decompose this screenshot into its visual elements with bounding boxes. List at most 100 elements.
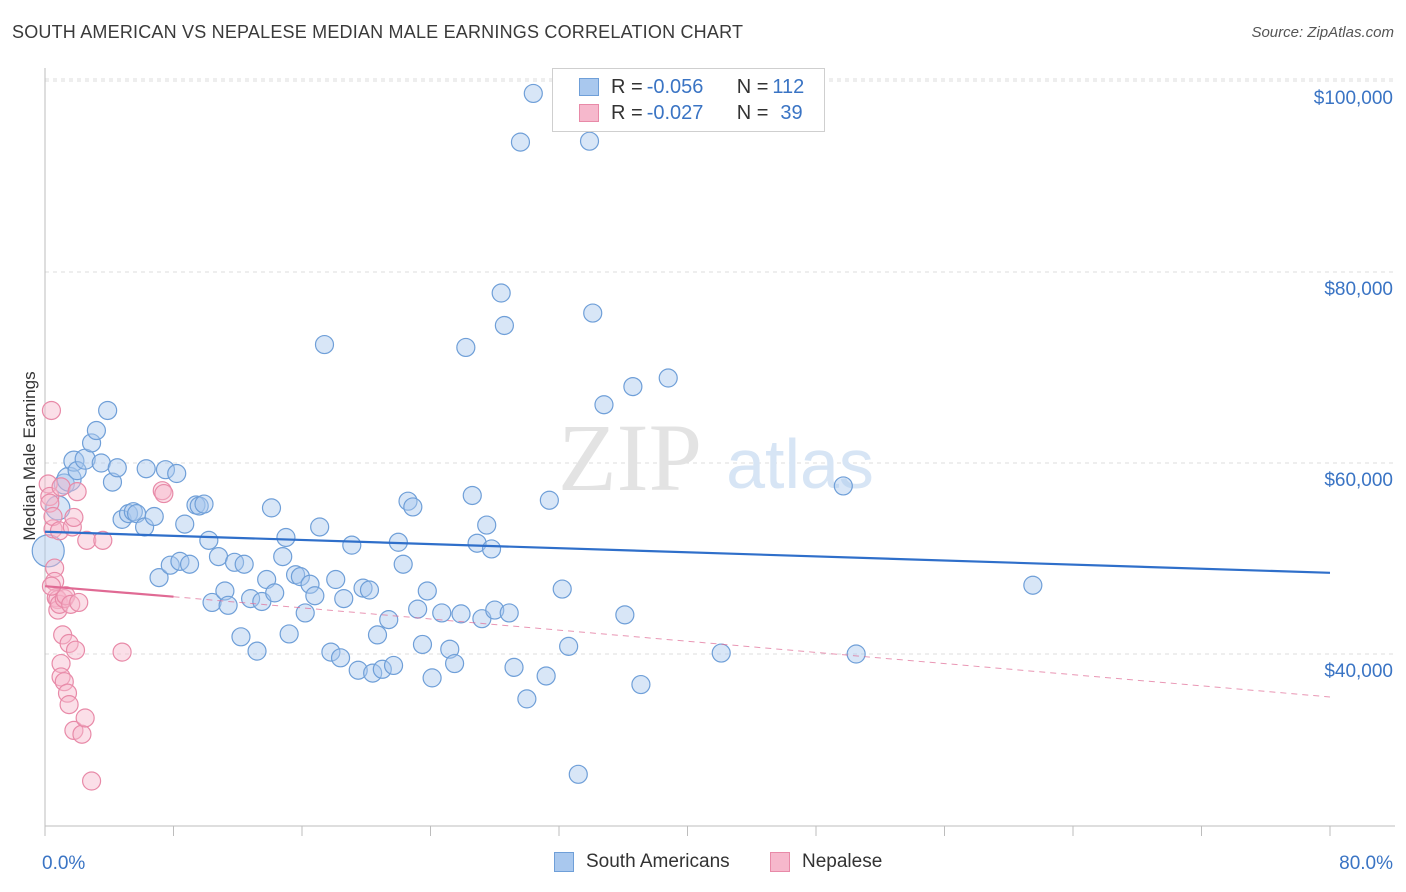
legend-swatch-nepalese xyxy=(579,104,599,122)
legend-swatch-south-americans xyxy=(579,78,599,96)
data-point xyxy=(67,482,87,502)
data-point xyxy=(359,580,380,600)
data-point xyxy=(69,592,89,613)
legend-row-south-americans: R = -0.056 N = 112 xyxy=(553,74,804,100)
y-tick-label: $60,000 xyxy=(1324,470,1393,491)
data-point xyxy=(523,83,543,104)
data-point xyxy=(559,636,579,656)
data-point xyxy=(265,583,285,603)
source-credit: Source: ZipAtlas.com xyxy=(1251,24,1394,41)
data-point xyxy=(247,641,267,661)
data-point xyxy=(218,595,238,615)
watermark-zip: ZIP xyxy=(558,404,702,511)
data-point xyxy=(432,603,452,623)
data-point xyxy=(305,586,325,606)
data-point xyxy=(160,555,180,575)
data-point xyxy=(440,639,460,659)
data-point xyxy=(467,533,487,553)
data-point xyxy=(261,498,282,518)
trend-line xyxy=(44,585,174,598)
chart-title: SOUTH AMERICAN VS NEPALESE MEDIAN MALE E… xyxy=(12,22,744,42)
data-point xyxy=(51,653,71,674)
data-point xyxy=(91,453,111,473)
data-point xyxy=(41,400,62,421)
data-point xyxy=(334,589,354,609)
data-point xyxy=(1023,575,1043,595)
data-point xyxy=(456,337,476,358)
data-point xyxy=(179,554,200,574)
legend-r-value: -0.027 xyxy=(646,101,704,124)
legend-n-label: N = xyxy=(736,75,769,98)
data-point xyxy=(65,640,86,660)
data-point xyxy=(64,507,84,528)
data-point xyxy=(393,554,413,574)
data-point xyxy=(485,600,505,620)
data-point xyxy=(77,530,97,550)
bottom-legend-nepalese[interactable]: Nepalese xyxy=(770,851,882,873)
data-point xyxy=(310,517,330,537)
data-point xyxy=(477,515,497,535)
data-point xyxy=(167,463,187,484)
y-tick-label: $100,000 xyxy=(1314,88,1393,109)
data-point xyxy=(326,569,346,590)
data-point xyxy=(75,708,95,728)
data-point xyxy=(408,599,428,619)
data-point xyxy=(98,400,118,421)
data-point xyxy=(417,581,437,601)
legend-r-label: R = xyxy=(611,75,643,98)
data-point xyxy=(363,663,383,683)
data-point xyxy=(833,476,853,496)
data-point xyxy=(383,655,404,676)
data-point xyxy=(552,579,572,599)
data-point xyxy=(86,420,107,441)
series-nepalese xyxy=(38,400,174,791)
x-tick-label: 0.0% xyxy=(42,853,85,874)
data-point xyxy=(93,530,113,550)
data-point xyxy=(711,643,731,663)
data-point xyxy=(107,458,127,478)
trend-layer xyxy=(44,530,1331,698)
data-point xyxy=(579,131,600,151)
data-point xyxy=(54,672,74,692)
data-point xyxy=(136,459,156,479)
legend-r-value: -0.056 xyxy=(646,75,704,98)
data-point xyxy=(499,603,519,623)
data-point xyxy=(241,589,261,609)
data-point xyxy=(175,514,195,534)
stats-legend: R = -0.056 N = 112 R = -0.027 N = 39 xyxy=(552,68,825,132)
data-point xyxy=(51,477,71,497)
data-point xyxy=(199,530,219,550)
tick-label-layer: $40,000 $60,000 $80,000 $100,000 0.0% 80.0% xyxy=(42,88,1393,874)
data-point xyxy=(367,625,388,645)
data-point xyxy=(61,594,81,614)
data-point xyxy=(342,535,362,555)
data-point xyxy=(276,527,296,548)
data-point xyxy=(144,506,164,527)
data-point xyxy=(631,674,651,695)
data-point xyxy=(43,506,63,527)
data-point xyxy=(81,771,102,791)
data-point xyxy=(123,502,143,522)
legend-n-value: 39 xyxy=(780,101,803,124)
data-point xyxy=(231,627,251,647)
data-point xyxy=(215,581,235,601)
data-point xyxy=(403,497,423,517)
legend-n-label: N = xyxy=(736,101,769,124)
data-point xyxy=(314,334,335,355)
data-point xyxy=(290,567,310,587)
data-point xyxy=(208,546,229,567)
data-point xyxy=(372,659,392,679)
bottom-legend-south-americans[interactable]: South Americans xyxy=(554,851,730,873)
data-point xyxy=(295,603,315,623)
bottom-legend-swatch-south-americans xyxy=(554,852,574,872)
data-point xyxy=(234,554,254,574)
trend-line xyxy=(44,530,1331,574)
series-south-americans xyxy=(31,83,1043,784)
data-point xyxy=(594,395,614,415)
data-point xyxy=(412,634,433,655)
data-point xyxy=(846,644,866,664)
bottom-legend-label-nepalese: Nepalese xyxy=(802,851,883,872)
data-point xyxy=(539,490,559,510)
legend-n-value: 112 xyxy=(772,75,805,98)
data-point xyxy=(462,485,482,506)
